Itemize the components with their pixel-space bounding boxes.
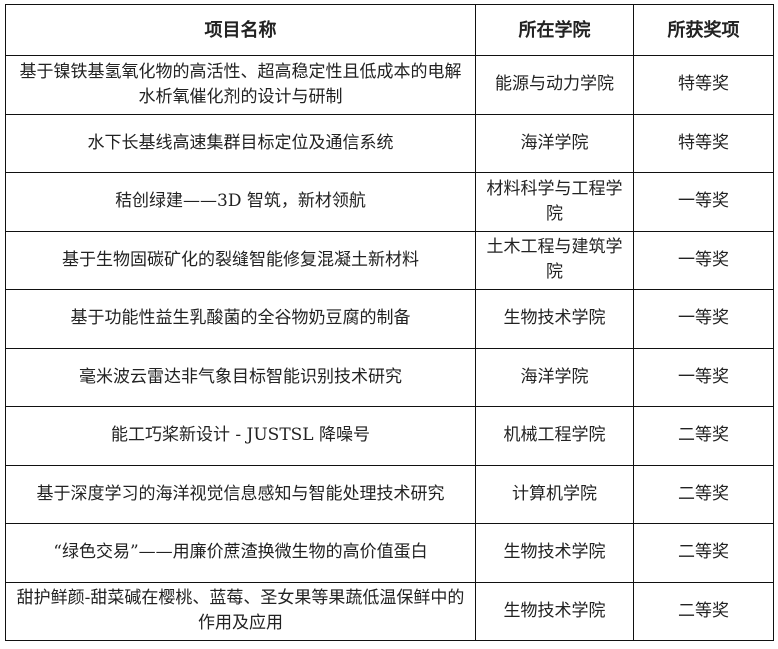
project-name-cell: 基于深度学习的海洋视觉信息感知与智能处理技术研究 — [5, 464, 476, 524]
project-name-cell: 基于功能性益生乳酸菌的全谷物奶豆腐的制备 — [5, 289, 476, 349]
college-cell: 海洋学院 — [475, 113, 634, 173]
project-name-cell: 毫米波云雷达非气象目标智能识别技术研究 — [5, 347, 476, 407]
college-cell: 材料科学与工程学院 — [475, 172, 634, 232]
college-cell: 生物技术学院 — [475, 289, 634, 349]
award-cell: 二等奖 — [633, 581, 774, 641]
project-name-cell: 甜护鲜颜-甜菜碱在樱桃、蓝莓、圣女果等果蔬低温保鲜中的作用及应用 — [5, 581, 476, 641]
project-name-cell: 水下长基线高速集群目标定位及通信系统 — [5, 113, 476, 173]
college-cell: 机械工程学院 — [475, 406, 634, 466]
award-cell: 一等奖 — [633, 172, 774, 232]
table-row: “绿色交易”——用廉价蔗渣换微生物的高价值蛋白 生物技术学院 二等奖 — [5, 523, 774, 583]
table-row: 基于深度学习的海洋视觉信息感知与智能处理技术研究 计算机学院 二等奖 — [5, 464, 774, 524]
award-cell: 二等奖 — [633, 406, 774, 466]
award-cell: 特等奖 — [633, 113, 774, 173]
award-cell: 二等奖 — [633, 464, 774, 524]
header-row: 项目名称 所在学院 所获奖项 — [5, 4, 774, 56]
college-cell: 生物技术学院 — [475, 523, 634, 583]
table-row: 基于生物固碳矿化的裂缝智能修复混凝土新材料 土木工程与建筑学院 一等奖 — [5, 230, 774, 290]
header-project-name: 项目名称 — [5, 4, 476, 56]
college-cell: 生物技术学院 — [475, 581, 634, 641]
college-cell: 计算机学院 — [475, 464, 634, 524]
header-award: 所获奖项 — [633, 4, 774, 56]
project-name-cell: 能工巧桨新设计 - JUSTSL 降噪号 — [5, 406, 476, 466]
table-row: 基于镍铁基氢氧化物的高活性、超高稳定性且低成本的电解水析氧催化剂的设计与研制 能源… — [5, 55, 774, 115]
project-name-cell: 基于镍铁基氢氧化物的高活性、超高稳定性且低成本的电解水析氧催化剂的设计与研制 — [5, 55, 476, 115]
table-row: 甜护鲜颜-甜菜碱在樱桃、蓝莓、圣女果等果蔬低温保鲜中的作用及应用 生物技术学院 二等… — [5, 581, 774, 641]
award-cell: 一等奖 — [633, 289, 774, 349]
header-college: 所在学院 — [475, 4, 634, 56]
table-row: 秸创绿建——3D 智筑，新材领航 材料科学与工程学院 一等奖 — [5, 172, 774, 232]
award-cell: 一等奖 — [633, 230, 774, 290]
award-cell: 一等奖 — [633, 347, 774, 407]
college-cell: 土木工程与建筑学院 — [475, 230, 634, 290]
project-name-cell: 秸创绿建——3D 智筑，新材领航 — [5, 172, 476, 232]
project-name-cell: 基于生物固碳矿化的裂缝智能修复混凝土新材料 — [5, 230, 476, 290]
table-row: 基于功能性益生乳酸菌的全谷物奶豆腐的制备 生物技术学院 一等奖 — [5, 289, 774, 349]
college-cell: 能源与动力学院 — [475, 55, 634, 115]
college-cell: 海洋学院 — [475, 347, 634, 407]
project-name-cell: “绿色交易”——用廉价蔗渣换微生物的高价值蛋白 — [5, 523, 476, 583]
table-row: 水下长基线高速集群目标定位及通信系统 海洋学院 特等奖 — [5, 113, 774, 173]
table-row: 毫米波云雷达非气象目标智能识别技术研究 海洋学院 一等奖 — [5, 347, 774, 407]
table-row: 能工巧桨新设计 - JUSTSL 降噪号 机械工程学院 二等奖 — [5, 406, 774, 466]
award-cell: 二等奖 — [633, 523, 774, 583]
award-cell: 特等奖 — [633, 55, 774, 115]
awards-table: 项目名称 所在学院 所获奖项 基于镍铁基氢氧化物的高活性、超高稳定性且低成本的电… — [5, 4, 774, 641]
